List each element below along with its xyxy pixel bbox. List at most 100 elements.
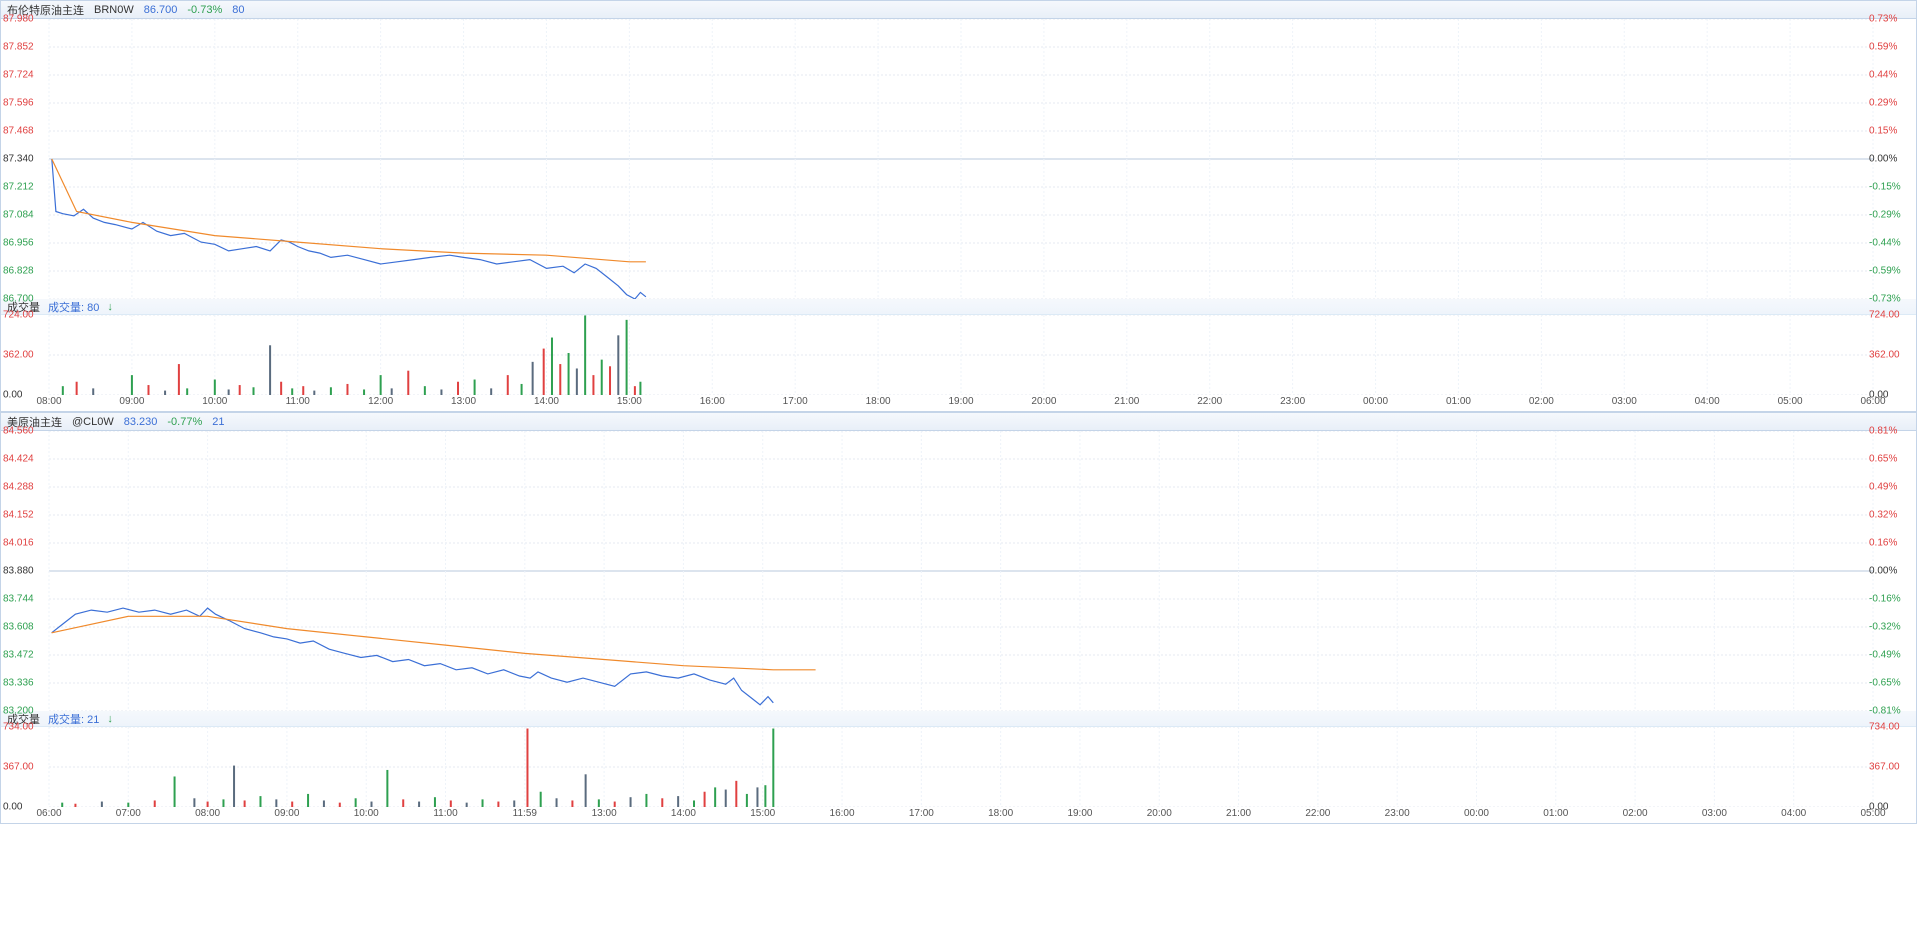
instrument-name: 美原油主连 — [7, 414, 62, 430]
price-line — [52, 159, 646, 299]
volume-header: 成交量 成交量: 21 ↓ — [1, 711, 1916, 727]
volume-bar — [76, 382, 78, 395]
volume-bar — [62, 386, 64, 395]
volume-bar — [269, 345, 271, 395]
volume-bar — [598, 799, 600, 807]
volume-value: 21 — [212, 416, 224, 428]
volume-bar — [386, 770, 388, 807]
chart-header: 布伦特原油主连 BRN0W 86.700 -0.73% 80 — [1, 1, 1916, 19]
volume-bar — [222, 799, 224, 807]
volume-bar — [704, 792, 706, 807]
volume-bar — [402, 799, 404, 807]
volume-bar — [291, 388, 293, 395]
volume-bar — [559, 364, 561, 395]
volume-header: 成交量 成交量: 80 ↓ — [1, 299, 1916, 315]
volume-bar — [186, 388, 188, 395]
last-price: 86.700 — [144, 4, 178, 16]
volume-bar — [532, 362, 534, 395]
instrument-code: BRN0W — [94, 4, 134, 16]
volume-bar — [233, 766, 235, 807]
volume-bar — [259, 796, 261, 807]
volume-panel[interactable]: 724.00362.000.00724.00362.000.00 — [1, 315, 1916, 395]
volume-svg — [1, 315, 1917, 395]
volume-bar — [601, 360, 603, 395]
volume-bar — [482, 799, 484, 807]
volume-bar — [568, 353, 570, 395]
volume-value: 80 — [232, 4, 244, 16]
volume-bar — [330, 387, 332, 395]
x-axis: 06:0007:0008:0009:0010:0011:0011:5913:00… — [1, 807, 1916, 823]
volume-bar — [576, 368, 578, 395]
chart-header: 美原油主连 @CL0W 83.230 -0.77% 21 — [1, 413, 1916, 431]
chart-container: 布伦特原油主连 BRN0W 86.700 -0.73% 80 87.98087.… — [0, 0, 1917, 412]
volume-label: 成交量 — [7, 299, 40, 315]
volume-bar — [661, 798, 663, 807]
volume-bar — [756, 787, 758, 807]
avg-line — [52, 159, 646, 262]
chart-container: 美原油主连 @CL0W 83.230 -0.77% 21 84.56084.42… — [0, 412, 1917, 824]
volume-bar — [193, 798, 195, 807]
x-axis: 08:0009:0010:0011:0012:0013:0014:0015:00… — [1, 395, 1916, 411]
volume-bar — [540, 792, 542, 807]
volume-bar — [253, 387, 255, 395]
volume-bar — [551, 338, 553, 395]
volume-bar — [280, 382, 282, 395]
volume-panel[interactable]: 734.00367.000.00734.00367.000.00 — [1, 727, 1916, 807]
avg-line — [52, 616, 816, 670]
volume-bar — [474, 380, 476, 395]
volume-bar — [307, 794, 309, 807]
instrument-code: @CL0W — [72, 416, 114, 428]
volume-current: 成交量: 21 — [48, 711, 99, 727]
volume-bar — [592, 375, 594, 395]
volume-bar — [526, 729, 528, 807]
price-svg — [1, 19, 1917, 299]
change-pct: -0.73% — [187, 4, 222, 16]
volume-bar — [355, 798, 357, 807]
volume-bar — [772, 729, 774, 807]
volume-bar — [457, 382, 459, 395]
volume-bar — [346, 384, 348, 395]
volume-bar — [407, 371, 409, 395]
volume-bar — [735, 781, 737, 807]
volume-bar — [434, 797, 436, 807]
volume-bar — [609, 366, 611, 395]
volume-bar — [725, 790, 727, 807]
volume-bar — [391, 388, 393, 395]
price-panel[interactable]: 84.56084.42484.28884.15284.01683.88083.7… — [1, 431, 1916, 711]
volume-bar — [380, 375, 382, 395]
volume-bar — [178, 364, 180, 395]
volume-bar — [584, 315, 586, 395]
volume-bar — [302, 386, 304, 395]
price-svg — [1, 431, 1917, 711]
instrument-name: 布伦特原油主连 — [7, 2, 84, 18]
volume-bar — [214, 380, 216, 395]
volume-bar — [239, 385, 241, 395]
price-line — [52, 608, 774, 705]
volume-bar — [92, 388, 94, 395]
volume-bar — [147, 385, 149, 395]
volume-bar — [424, 386, 426, 395]
volume-bar — [630, 797, 632, 807]
volume-bar — [490, 388, 492, 395]
volume-bar — [634, 386, 636, 395]
volume-bar — [677, 796, 679, 807]
volume-svg — [1, 727, 1917, 807]
volume-bar — [521, 384, 523, 395]
volume-bar — [543, 349, 545, 395]
volume-bar — [507, 375, 509, 395]
volume-current: 成交量: 80 — [48, 299, 99, 315]
volume-bar — [131, 375, 133, 395]
volume-bar — [626, 320, 628, 395]
arrow-down-icon: ↓ — [107, 301, 113, 313]
volume-bar — [746, 794, 748, 807]
volume-bar — [556, 798, 558, 807]
arrow-down-icon: ↓ — [107, 713, 113, 725]
volume-bar — [645, 794, 647, 807]
volume-bar — [714, 787, 716, 807]
price-panel[interactable]: 87.98087.85287.72487.59687.46887.34087.2… — [1, 19, 1916, 299]
volume-label: 成交量 — [7, 711, 40, 727]
volume-bar — [174, 776, 176, 807]
last-price: 83.230 — [124, 416, 158, 428]
volume-bar — [639, 382, 641, 395]
change-pct: -0.77% — [167, 416, 202, 428]
